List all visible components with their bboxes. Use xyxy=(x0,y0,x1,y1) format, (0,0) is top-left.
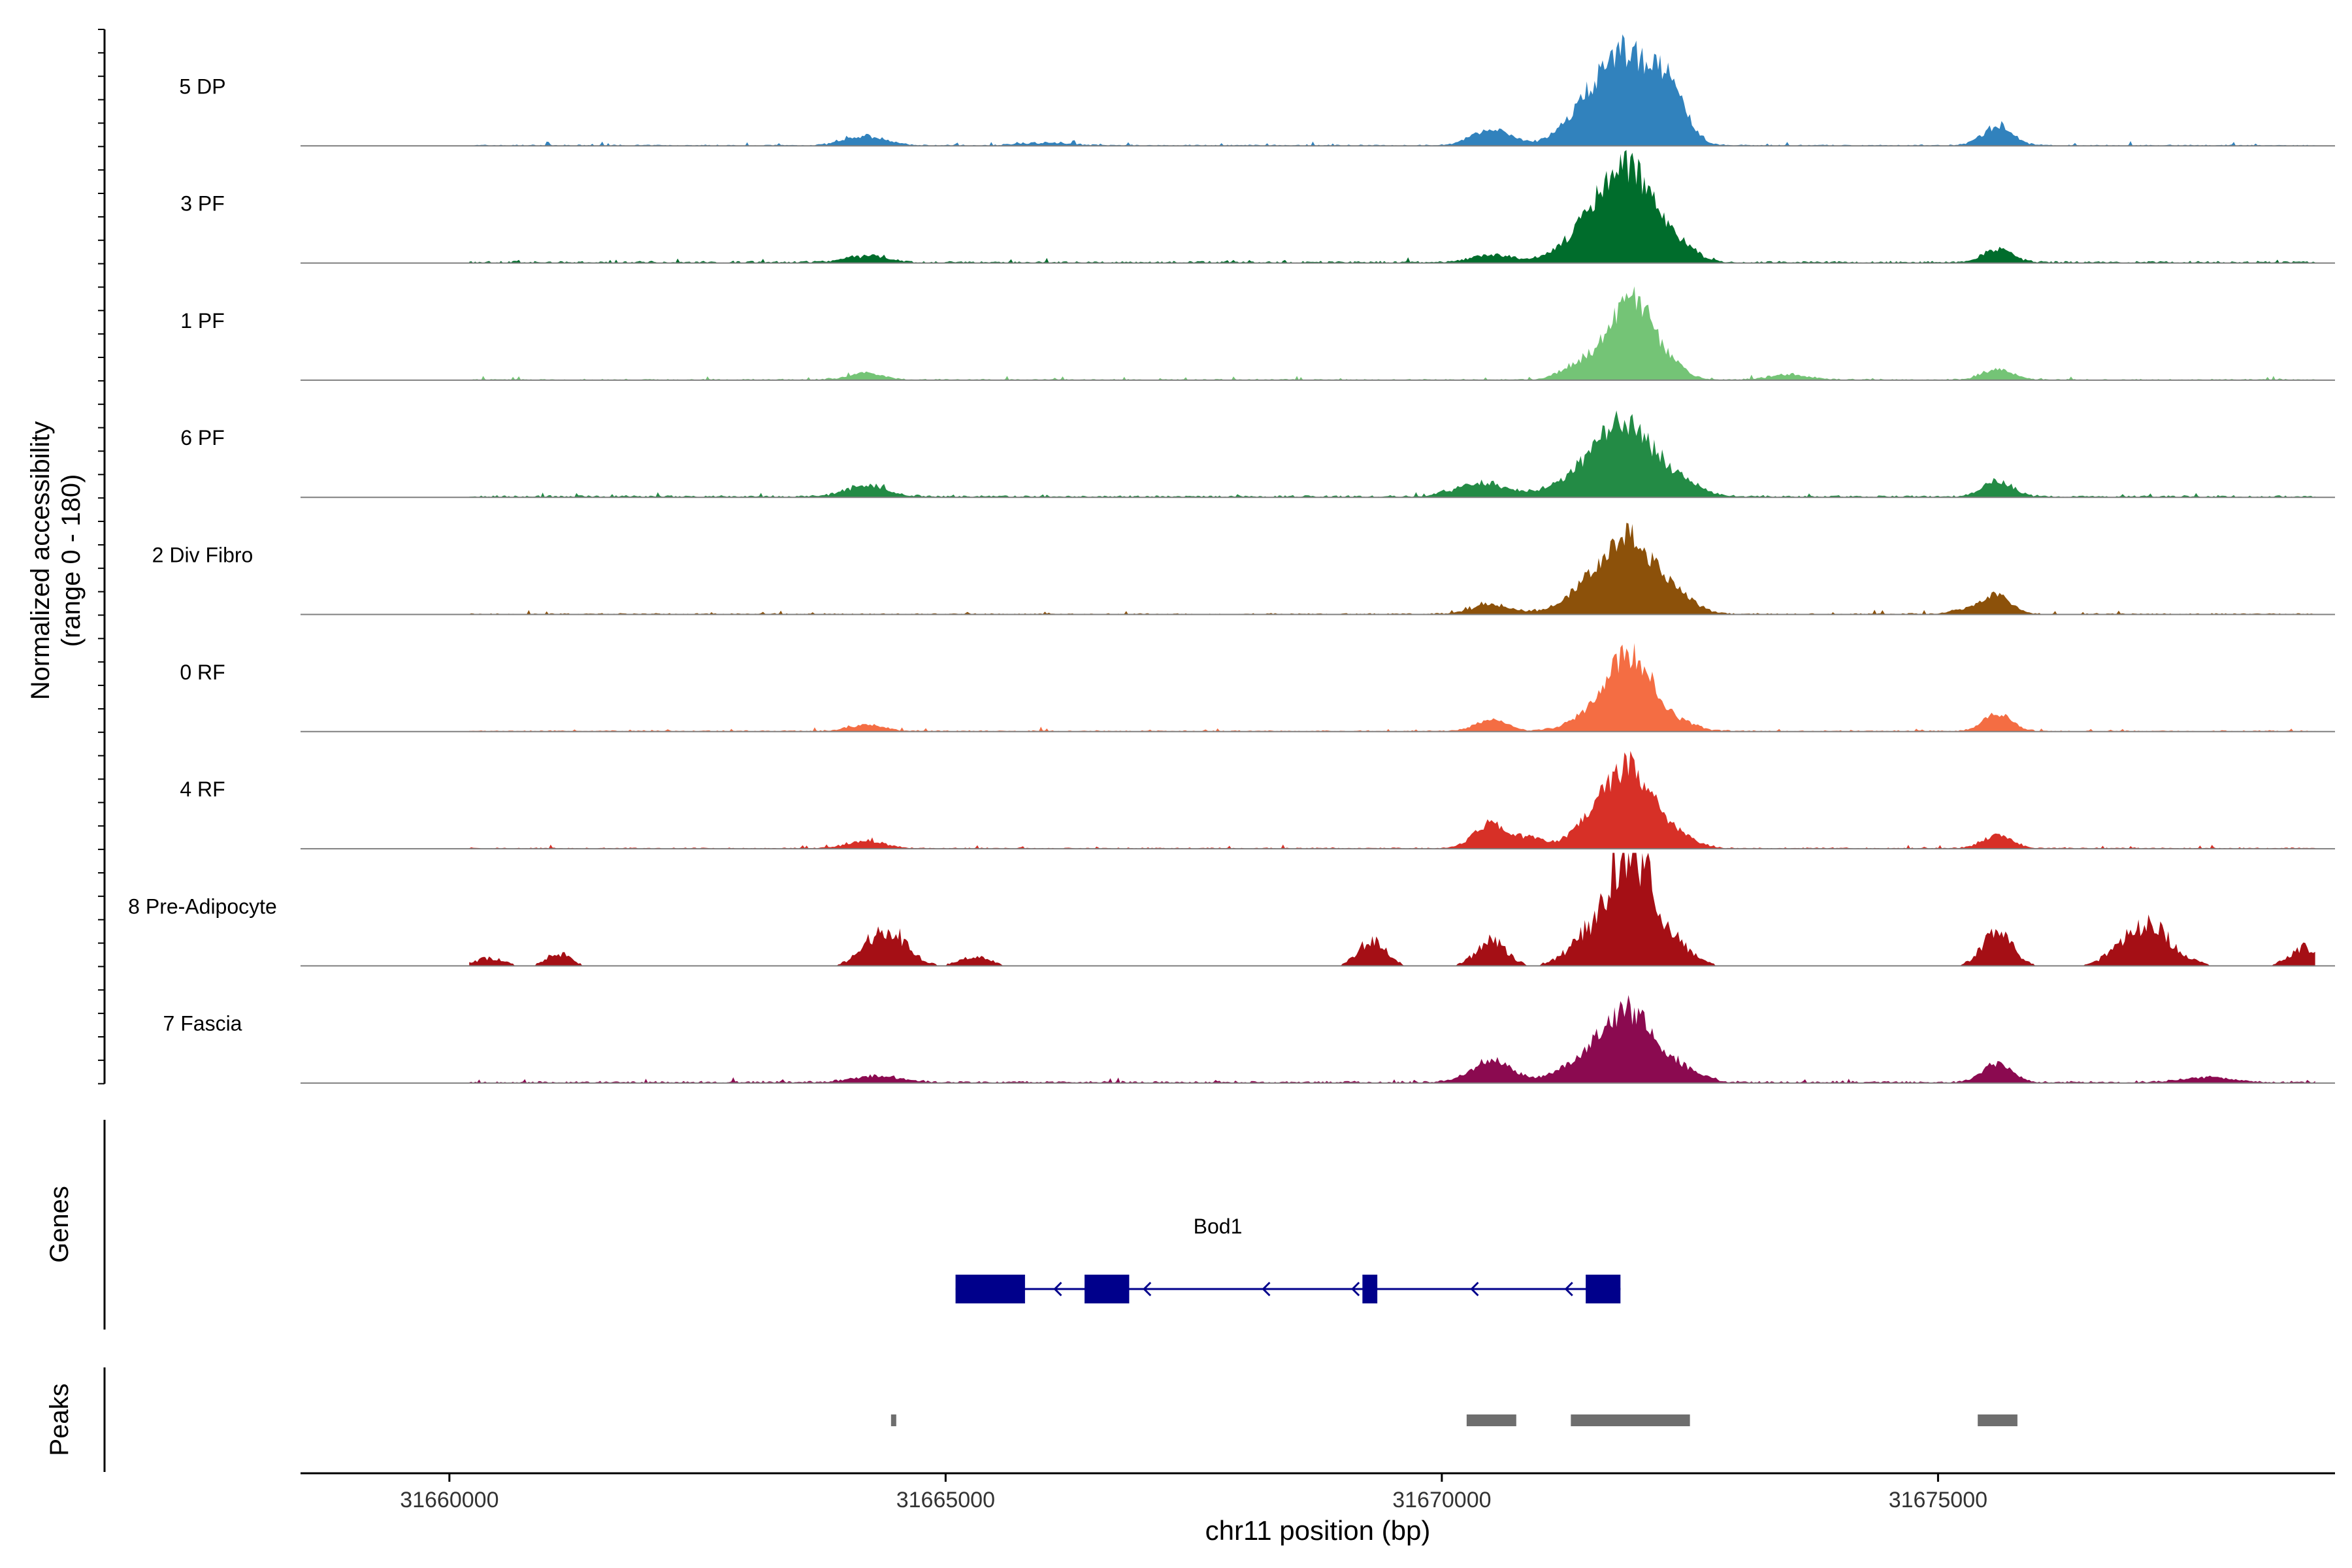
genes-label: Genes xyxy=(45,1186,74,1263)
track-area: 5 DP 3 PF 1 PF 6 PF 2 Div Fibro 0 RF 4 RF 8 Pre… xyxy=(98,29,2335,1085)
track-0-rf: 0 RF xyxy=(180,643,2335,732)
strand-arrow xyxy=(1564,1281,1573,1297)
gene-exon xyxy=(1085,1275,1130,1303)
coverage-area xyxy=(469,853,2315,966)
gene-name-label: Bod1 xyxy=(1194,1215,1243,1238)
peak-regions xyxy=(890,1414,2017,1426)
peaks-label: Peaks xyxy=(45,1383,74,1456)
coverage-area xyxy=(469,523,2315,615)
x-tick-label: 31670000 xyxy=(1392,1488,1491,1512)
strand-arrow xyxy=(1351,1281,1360,1297)
track-label: 8 Pre-Adipocyte xyxy=(128,894,277,918)
track-label: 1 PF xyxy=(180,309,225,333)
track-label: 5 DP xyxy=(179,74,225,98)
track-label: 4 RF xyxy=(180,777,225,801)
x-axis: 31660000 31665000 31670000 31675000 chr11 p… xyxy=(301,1472,2335,1546)
peak-region xyxy=(1571,1414,1690,1426)
peaks-panel: Peaks xyxy=(45,1367,2017,1472)
peak-region xyxy=(1978,1414,2017,1426)
peak-region xyxy=(890,1414,896,1426)
x-tick-label: 31665000 xyxy=(896,1488,995,1512)
track-6-pf: 6 PF xyxy=(180,410,2335,498)
track-8-pre-adipocyte: 8 Pre-Adipocyte xyxy=(128,853,2335,967)
track-1-pf: 1 PF xyxy=(180,286,2335,381)
x-tick-label: 31675000 xyxy=(1889,1488,1987,1512)
track-4-rf: 4 RF xyxy=(180,751,2335,850)
track-7-fascia: 7 Fascia xyxy=(163,995,2335,1084)
coverage-area xyxy=(469,995,2315,1083)
coverage-area xyxy=(469,410,2315,498)
coverage-area xyxy=(469,286,2315,380)
track-3-pf: 3 PF xyxy=(180,150,2335,264)
coverage-area xyxy=(469,751,2315,849)
track-label: 7 Fascia xyxy=(163,1012,242,1036)
track-label: 0 RF xyxy=(180,661,225,684)
strand-arrow xyxy=(1262,1281,1271,1297)
x-ticks: 31660000 31665000 31670000 31675000 xyxy=(400,1473,1987,1512)
y-axis-label-line1: Normalized accessibility xyxy=(26,421,55,700)
track-2-div-fibro: 2 Div Fibro xyxy=(152,523,2335,615)
genes-panel: Genes Bod1 xyxy=(45,1120,1621,1330)
x-axis-label: chr11 position (bp) xyxy=(1205,1515,1431,1546)
coverage-area xyxy=(469,150,2315,263)
y-axis-label-line2: (range 0 - 180) xyxy=(57,474,86,647)
peak-region xyxy=(1466,1414,1516,1426)
track-label: 6 PF xyxy=(180,426,225,449)
gene-exon xyxy=(1586,1275,1621,1303)
strand-arrow xyxy=(1053,1281,1062,1297)
gene-exon xyxy=(1362,1275,1378,1303)
track-label: 3 PF xyxy=(180,192,225,216)
coverage-area xyxy=(469,643,2315,732)
strand-arrow xyxy=(1143,1281,1152,1297)
track-5-dp: 5 DP xyxy=(179,34,2335,147)
strand-arrow xyxy=(1470,1281,1479,1297)
coverage-area xyxy=(469,34,2315,146)
track-label: 2 Div Fibro xyxy=(152,544,253,567)
x-tick-label: 31660000 xyxy=(400,1488,498,1512)
gene-exon xyxy=(955,1275,1025,1303)
gene-model xyxy=(955,1275,1621,1303)
